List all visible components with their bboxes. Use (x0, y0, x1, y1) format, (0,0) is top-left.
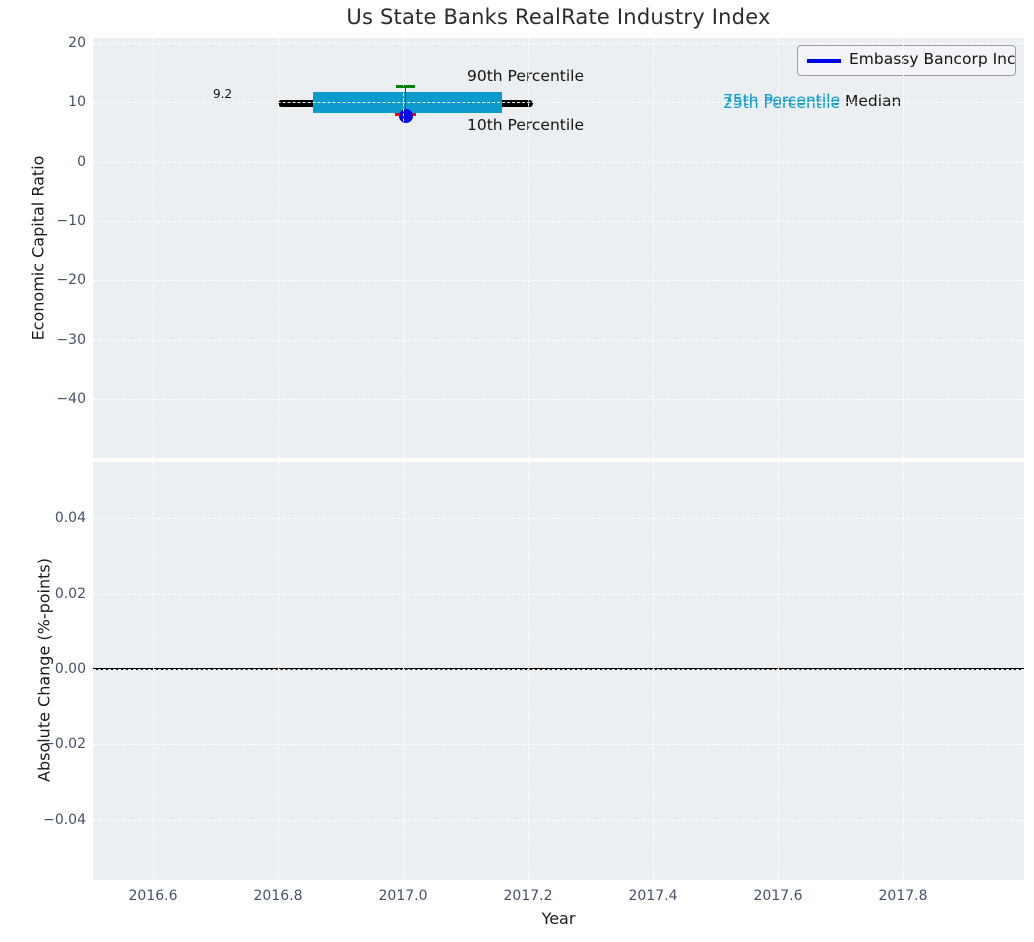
grid-line-h (93, 221, 1024, 222)
legend-line-sample (807, 59, 841, 63)
y-tick-label: 20 (0, 33, 86, 53)
top-y-axis-label: Economic Capital Ratio (29, 156, 48, 341)
grid-line-h (93, 43, 1024, 44)
grid-line-h (93, 399, 1024, 400)
y-tick-label: 0.04 (0, 508, 86, 528)
grid-line-h (93, 669, 1024, 670)
chart-title: Us State Banks RealRate Industry Index (93, 5, 1024, 29)
top-plot-area: 9.2 90th Percentile 10th Percentile 75th… (93, 38, 1024, 458)
x-axis-label: Year (93, 909, 1024, 928)
y-tick-label: 10 (0, 92, 86, 112)
x-tick-label: 2017.2 (483, 886, 573, 906)
bottom-plot-area (93, 462, 1024, 880)
grid-line-v (778, 38, 779, 458)
x-tick-label: 2016.6 (108, 886, 198, 906)
grid-line-v (278, 38, 279, 458)
median-value-annotation: 9.2 (213, 87, 232, 101)
grid-line-h (93, 340, 1024, 341)
y-tick-label: −40 (0, 389, 86, 409)
y-tick-label: 0.02 (0, 584, 86, 604)
y-tick-label: 0 (0, 152, 86, 172)
x-tick-label: 2017.6 (733, 886, 823, 906)
y-tick-label: −0.02 (0, 734, 86, 754)
grid-line-h (93, 744, 1024, 745)
grid-line-v (528, 38, 529, 458)
y-tick-label: −10 (0, 211, 86, 231)
grid-line-v (653, 38, 654, 458)
grid-line-v (778, 462, 779, 880)
grid-line-v (153, 462, 154, 880)
grid-line-h (93, 162, 1024, 163)
p90-whisker-cap (396, 85, 415, 88)
grid-line-v (653, 462, 654, 880)
grid-line-h (93, 594, 1024, 595)
grid-line-v (528, 462, 529, 880)
y-tick-label: −0.04 (0, 810, 86, 830)
grid-line-v (153, 38, 154, 458)
grid-line-h (93, 518, 1024, 519)
grid-line-v (903, 462, 904, 880)
grid-line-v (278, 462, 279, 880)
x-tick-label: 2017.4 (608, 886, 698, 906)
x-tick-label: 2017.0 (358, 886, 448, 906)
y-tick-label: −30 (0, 330, 86, 350)
legend-label: Embassy Bancorp Inc (849, 50, 1016, 68)
p10-annotation: 10th Percentile (467, 116, 584, 134)
x-tick-label: 2017.8 (858, 886, 948, 906)
y-tick-label: 0.00 (0, 659, 86, 679)
grid-line-v (403, 462, 404, 880)
grid-line-v (903, 38, 904, 458)
x-tick-label: 2016.8 (233, 886, 323, 906)
y-tick-label: −20 (0, 270, 86, 290)
legend: Embassy Bancorp Inc (797, 45, 1016, 76)
figure-canvas: Us State Banks RealRate Industry Index 9… (0, 0, 1034, 942)
median-annotation: Median (845, 92, 901, 110)
grid-line-h (93, 280, 1024, 281)
grid-line-v (403, 38, 404, 458)
p25-annotation: 25th Percentile (723, 94, 840, 112)
company-data-point (399, 109, 413, 123)
grid-line-h (93, 102, 1024, 103)
p90-annotation: 90th Percentile (467, 67, 584, 85)
grid-line-h (93, 820, 1024, 821)
